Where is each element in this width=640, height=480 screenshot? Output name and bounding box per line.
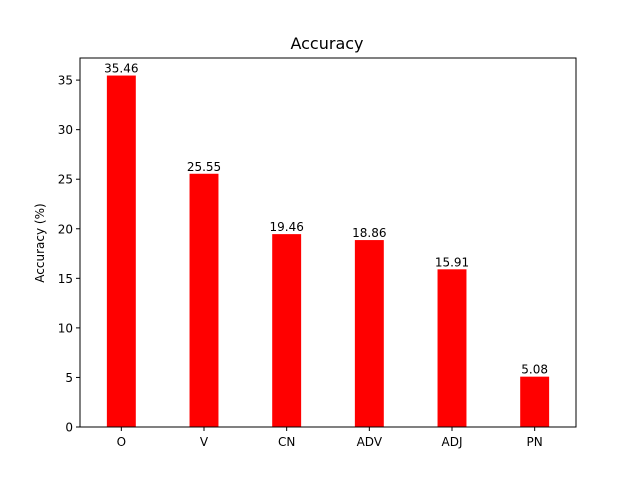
y-axis-label: Accuracy (%) <box>33 203 47 282</box>
data-labels-group: 35.46 25.55 19.46 18.86 15.91 5.08 <box>104 62 548 377</box>
data-label-cn: 19.46 <box>269 220 303 234</box>
bar-v <box>189 173 219 427</box>
data-label-v: 25.55 <box>187 160 221 174</box>
y-tick-label-0: 0 <box>65 421 73 435</box>
y-tick-label-35: 35 <box>58 74 73 88</box>
data-label-adj: 15.91 <box>435 255 469 269</box>
x-tick-label-adv: ADV <box>357 435 383 449</box>
data-label-pn: 5.08 <box>521 363 548 377</box>
x-tick-label-o: O <box>117 435 126 449</box>
bar-pn <box>520 376 550 427</box>
y-tick-label-25: 25 <box>58 173 73 187</box>
chart-title: Accuracy <box>290 34 363 53</box>
x-tick-label-pn: PN <box>527 435 543 449</box>
y-tick-label-5: 5 <box>65 371 73 385</box>
x-axis-ticks: O V CN ADV ADJ PN <box>117 427 543 449</box>
data-label-adv: 18.86 <box>352 226 386 240</box>
bars-group <box>106 75 550 427</box>
bar-o <box>106 75 136 427</box>
y-tick-label-15: 15 <box>58 272 73 286</box>
bar-cn <box>272 234 302 427</box>
x-tick-label-v: V <box>200 435 209 449</box>
y-tick-label-30: 30 <box>58 123 73 137</box>
y-axis-ticks: 0 5 10 15 20 25 30 35 <box>58 74 80 435</box>
y-tick-label-20: 20 <box>58 222 73 236</box>
plot-frame <box>79 57 577 428</box>
bar-adj <box>437 269 467 427</box>
y-tick-label-10: 10 <box>58 321 73 335</box>
x-tick-label-adj: ADJ <box>442 435 463 449</box>
bar-adv <box>354 240 384 427</box>
x-tick-label-cn: CN <box>278 435 295 449</box>
data-label-o: 35.46 <box>104 62 138 76</box>
